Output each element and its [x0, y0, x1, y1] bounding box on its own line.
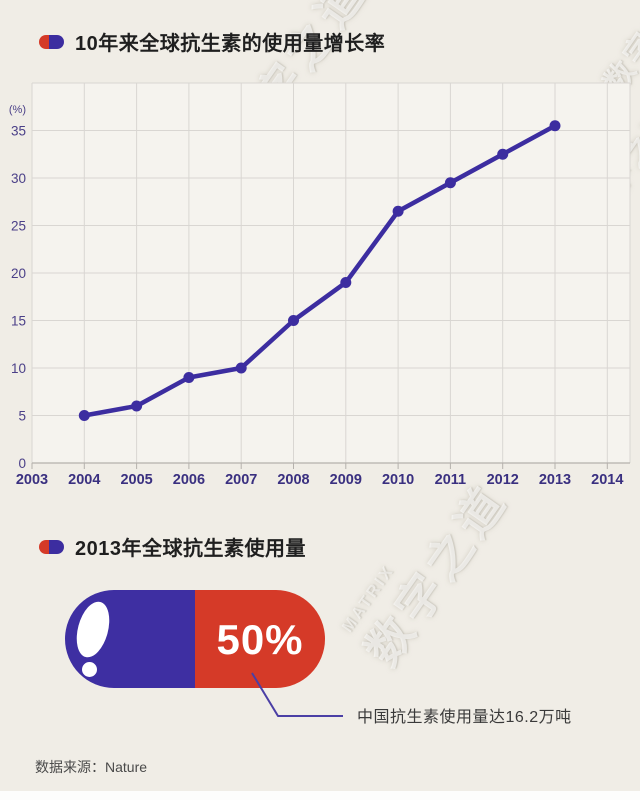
y-tick-label: 35: [11, 124, 26, 139]
capsule-shine-dot: [82, 662, 97, 677]
x-tick-label: 2011: [435, 472, 466, 488]
watermark-text: 数字之道: [215, 0, 378, 165]
bottom-border: [0, 791, 640, 800]
china-usage-annotation: 中国抗生素使用量达16.2万吨: [357, 709, 572, 726]
watermark-matrix-text: MATRIX: [159, 211, 219, 286]
y-tick-label: 20: [11, 266, 26, 281]
x-tick-label: 2005: [120, 472, 152, 488]
watermark-text: 数字之道: [355, 474, 518, 675]
section1-title: 10年来全球抗生素的使用量增长率: [75, 33, 386, 55]
data-point: [288, 315, 299, 326]
pill-bullet-icon: [39, 34, 64, 49]
data-point: [340, 277, 352, 288]
x-tick-label: 2003: [16, 472, 48, 488]
watermark-text: 数字之道: [598, 0, 640, 100]
y-axis-unit-label: (%): [9, 104, 26, 116]
china-share-percent: 50%: [216, 616, 304, 663]
data-point: [392, 205, 404, 217]
x-tick-label: 2014: [591, 472, 623, 488]
x-tick-label: 2007: [225, 472, 257, 488]
antibiotic-growth-line-chart: (%) 0 5 10 15 20 25 30 35 2003 2004 2005 2006 2007 200…: [9, 82, 631, 488]
trend-line: [82, 123, 558, 418]
data-point: [444, 177, 456, 189]
y-tick-label: 15: [11, 314, 26, 329]
watermark-matrix-text: MATRIX: [339, 561, 399, 636]
x-tick-label: 2009: [330, 472, 362, 488]
watermark-text: 数字之道: [578, 98, 640, 230]
watermark-text: 数字之道: [155, 184, 318, 385]
capsule-graphic: [65, 590, 325, 688]
y-tick-label: 0: [18, 456, 26, 471]
x-tick-label: 2012: [487, 472, 519, 488]
y-tick-label: 30: [11, 171, 26, 186]
y-tick-label: 10: [11, 361, 26, 376]
pill-bullet-icon: [39, 539, 64, 554]
plot-area: [32, 83, 630, 463]
data-point: [78, 410, 90, 421]
y-tick-label: 5: [18, 409, 26, 424]
section2-title: 2013年全球抗生素使用量: [75, 538, 306, 560]
capsule-right-half: [195, 590, 325, 688]
data-point: [235, 362, 247, 374]
x-tick-label: 2004: [68, 472, 100, 488]
data-point: [183, 372, 195, 383]
data-source-label: 数据来源：Nature: [35, 759, 148, 775]
data-point: [497, 148, 509, 160]
x-tick-label: 2013: [539, 472, 571, 488]
y-tick-label: 25: [11, 219, 26, 234]
data-point: [549, 120, 561, 132]
section1-header: 10年来全球抗生素的使用量增长率: [39, 27, 385, 56]
x-tick-label: 2006: [173, 472, 205, 488]
x-tick-label: 2010: [382, 472, 414, 488]
x-tick-label: 2008: [277, 472, 309, 488]
watermark-text: 数字之道: [305, 264, 468, 465]
section2-header: 2013年全球抗生素使用量: [39, 532, 306, 561]
data-point: [131, 400, 143, 412]
